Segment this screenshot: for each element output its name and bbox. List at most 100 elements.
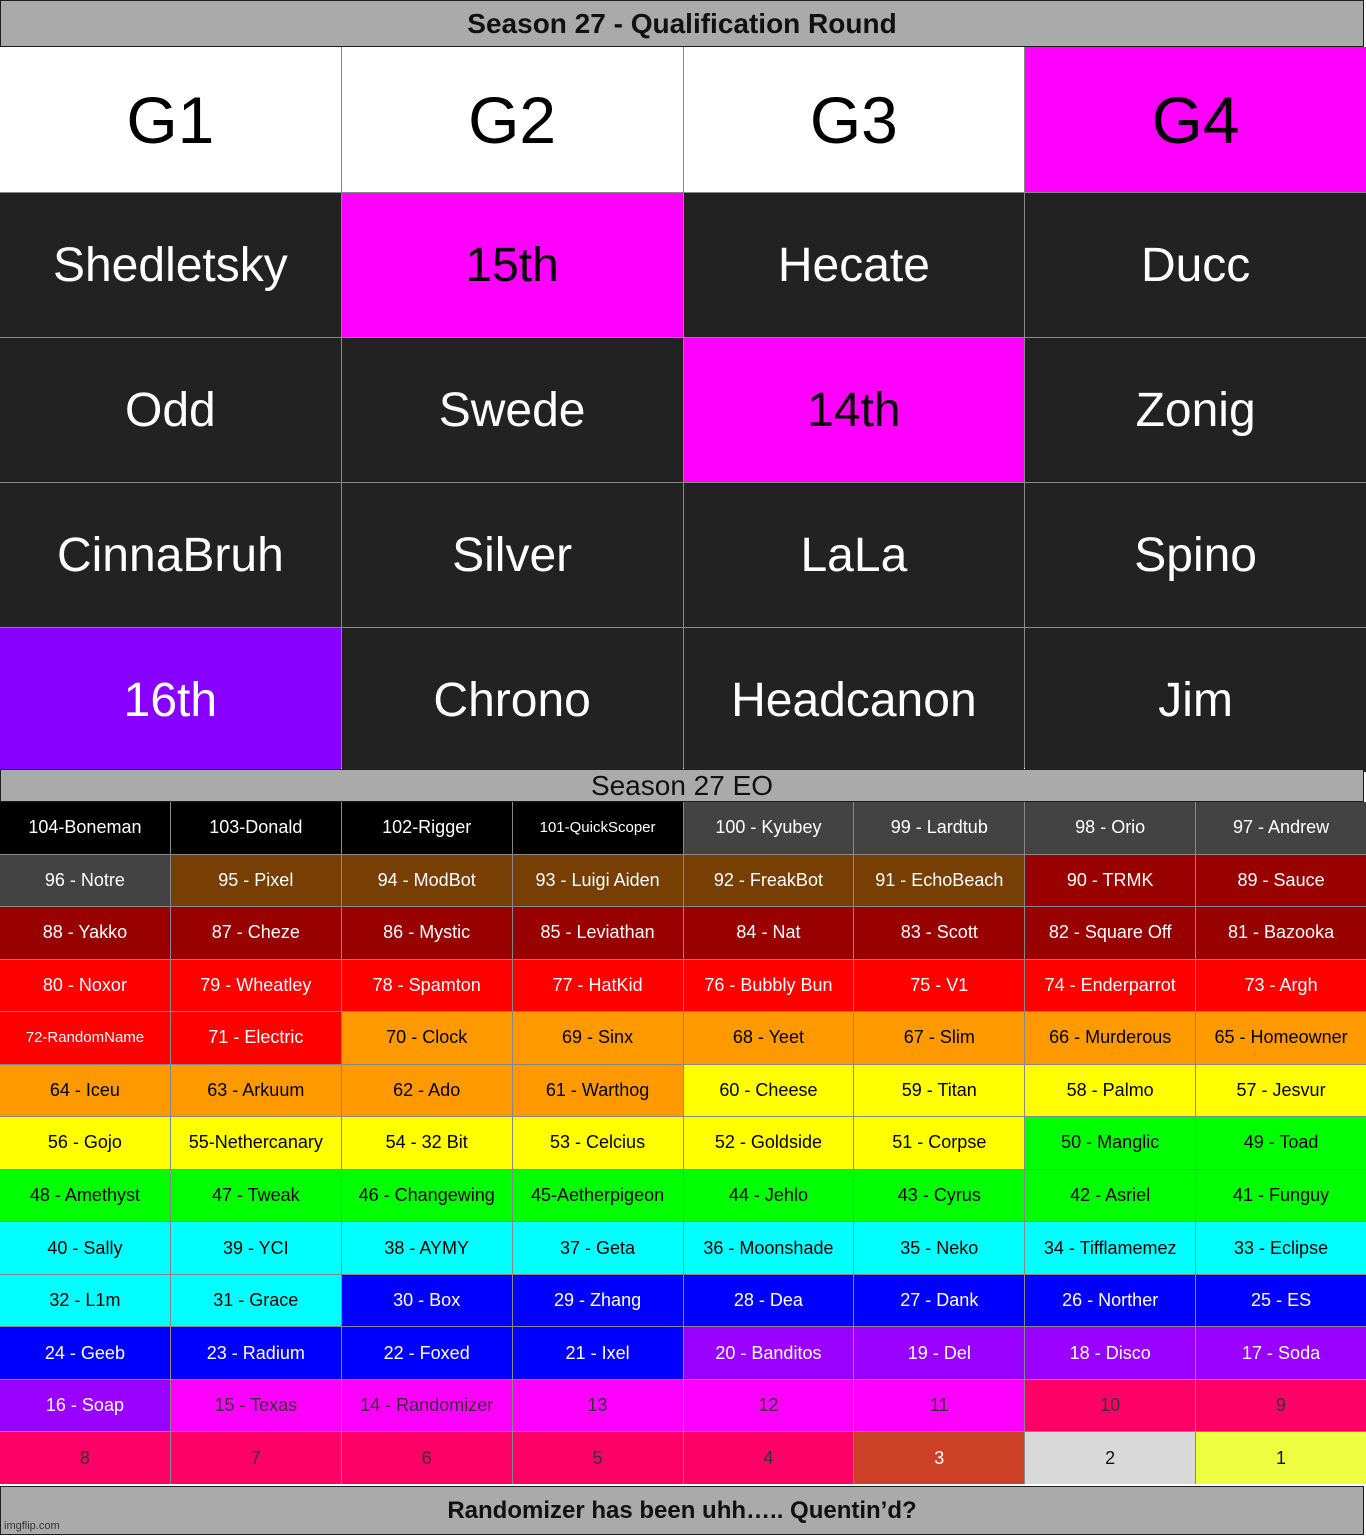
eo-entry: 68 - Yeet	[683, 1012, 854, 1064]
eo-entry: 53 - Celcius	[512, 1117, 683, 1169]
eo-entry: 3	[854, 1432, 1025, 1484]
eo-entry: 78 - Spamton	[341, 959, 512, 1012]
eo-entry: 84 - Nat	[683, 907, 854, 959]
eo-entry: 81 - Bazooka	[1196, 907, 1366, 959]
eo-entry: 83 - Scott	[854, 907, 1025, 959]
eo-entry: 22 - Foxed	[341, 1327, 512, 1379]
eo-entry: 12	[683, 1379, 854, 1432]
group-slot: Shedletsky	[0, 193, 341, 337]
group-slot: Jim	[1025, 628, 1366, 772]
eo-entry: 76 - Bubbly Bun	[683, 959, 854, 1012]
eo-entry: 1	[1196, 1432, 1366, 1484]
eo-entry: 52 - Goldside	[683, 1117, 854, 1169]
eo-entry: 10	[1025, 1379, 1196, 1432]
eo-entry: 82 - Square Off	[1025, 907, 1196, 959]
eo-entry: 60 - Cheese	[683, 1064, 854, 1117]
eo-entry: 13	[512, 1379, 683, 1432]
eo-entry: 36 - Moonshade	[683, 1222, 854, 1274]
eo-entry: 23 - Radium	[170, 1327, 341, 1379]
eo-entry: 100 - Kyubey	[683, 802, 854, 854]
eo-entry: 89 - Sauce	[1196, 854, 1366, 907]
group-slot: CinnaBruh	[0, 483, 341, 627]
eo-entry: 24 - Geeb	[0, 1327, 170, 1379]
eo-entry: 55-Nethercanary	[170, 1117, 341, 1169]
eo-entry: 71 - Electric	[170, 1012, 341, 1064]
eo-entry: 7	[170, 1432, 341, 1484]
group-slot: Hecate	[683, 193, 1025, 337]
eo-entry: 35 - Neko	[854, 1222, 1025, 1274]
eo-entry: 37 - Geta	[512, 1222, 683, 1274]
group-header: G3	[683, 47, 1025, 192]
eo-entry: 88 - Yakko	[0, 907, 170, 959]
eo-entry: 20 - Banditos	[683, 1327, 854, 1379]
eo-title: Season 27 EO	[0, 769, 1364, 802]
eo-entry: 29 - Zhang	[512, 1274, 683, 1327]
eo-entry: 42 - Asriel	[1025, 1169, 1196, 1222]
eo-entry: 101-QuickScoper	[512, 802, 683, 854]
eo-entry: 95 - Pixel	[170, 854, 341, 907]
eo-entry: 59 - Titan	[854, 1064, 1025, 1117]
eo-entry: 49 - Toad	[1196, 1117, 1366, 1169]
eo-entry: 85 - Leviathan	[512, 907, 683, 959]
eo-entry: 87 - Cheze	[170, 907, 341, 959]
eo-entry: 44 - Jehlo	[683, 1169, 854, 1222]
eo-entry: 91 - EchoBeach	[854, 854, 1025, 907]
eo-entry: 14 - Randomizer	[341, 1379, 512, 1432]
eo-entry: 16 - Soap	[0, 1379, 170, 1432]
group-header: G2	[341, 47, 683, 192]
eo-entry: 72-RandomName	[0, 1012, 170, 1064]
eo-grid: 104-Boneman 103-Donald 102-Rigger 101-Quick…	[0, 802, 1366, 1484]
group-slot: 16th	[0, 628, 341, 772]
group-header: G1	[0, 47, 341, 192]
eo-entry: 8	[0, 1432, 170, 1484]
eo-entry: 75 - V1	[854, 959, 1025, 1012]
group-slot: 15th	[341, 193, 683, 337]
group-slot: Zonig	[1025, 338, 1366, 482]
eo-entry: 73 - Argh	[1196, 959, 1366, 1012]
eo-entry: 54 - 32 Bit	[341, 1117, 512, 1169]
eo-entry: 93 - Luigi Aiden	[512, 854, 683, 907]
eo-entry: 98 - Orio	[1025, 802, 1196, 854]
watermark: imgflip.com	[4, 1520, 60, 1532]
group-header: G4	[1025, 47, 1366, 192]
eo-entry: 64 - Iceu	[0, 1064, 170, 1117]
group-slot: 14th	[683, 338, 1025, 482]
group-slot: Headcanon	[683, 628, 1025, 772]
eo-entry: 97 - Andrew	[1196, 802, 1366, 854]
eo-entry: 27 - Dank	[854, 1274, 1025, 1327]
eo-entry: 58 - Palmo	[1025, 1064, 1196, 1117]
eo-entry: 63 - Arkuum	[170, 1064, 341, 1117]
eo-entry: 26 - Norther	[1025, 1274, 1196, 1327]
eo-entry: 50 - Manglic	[1025, 1117, 1196, 1169]
eo-entry: 69 - Sinx	[512, 1012, 683, 1064]
eo-entry: 6	[341, 1432, 512, 1484]
eo-entry: 47 - Tweak	[170, 1169, 341, 1222]
qualification-grid: G1 G2 G3 G4 Shedletsky 15th Hecate Ducc Odd Swede…	[0, 47, 1366, 772]
group-slot: Spino	[1025, 483, 1366, 627]
eo-entry: 65 - Homeowner	[1196, 1012, 1366, 1064]
eo-entry: 70 - Clock	[341, 1012, 512, 1064]
group-slot: Silver	[341, 483, 683, 627]
eo-entry: 62 - Ado	[341, 1064, 512, 1117]
eo-entry: 40 - Sally	[0, 1222, 170, 1274]
eo-entry: 56 - Gojo	[0, 1117, 170, 1169]
eo-entry: 96 - Notre	[0, 854, 170, 907]
eo-entry: 11	[854, 1379, 1025, 1432]
eo-entry: 48 - Amethyst	[0, 1169, 170, 1222]
eo-entry: 67 - Slim	[854, 1012, 1025, 1064]
eo-entry: 80 - Noxor	[0, 959, 170, 1012]
eo-entry: 74 - Enderparrot	[1025, 959, 1196, 1012]
eo-entry: 4	[683, 1432, 854, 1484]
eo-entry: 43 - Cyrus	[854, 1169, 1025, 1222]
eo-entry: 17 - Soda	[1196, 1327, 1366, 1379]
eo-entry: 103-Donald	[170, 802, 341, 854]
eo-entry: 102-Rigger	[341, 802, 512, 854]
eo-entry: 30 - Box	[341, 1274, 512, 1327]
eo-entry: 38 - AYMY	[341, 1222, 512, 1274]
eo-entry: 18 - Disco	[1025, 1327, 1196, 1379]
eo-entry: 32 - L1m	[0, 1274, 170, 1327]
eo-entry: 2	[1025, 1432, 1196, 1484]
eo-entry: 90 - TRMK	[1025, 854, 1196, 907]
eo-entry: 33 - Eclipse	[1196, 1222, 1366, 1274]
eo-entry: 25 - ES	[1196, 1274, 1366, 1327]
